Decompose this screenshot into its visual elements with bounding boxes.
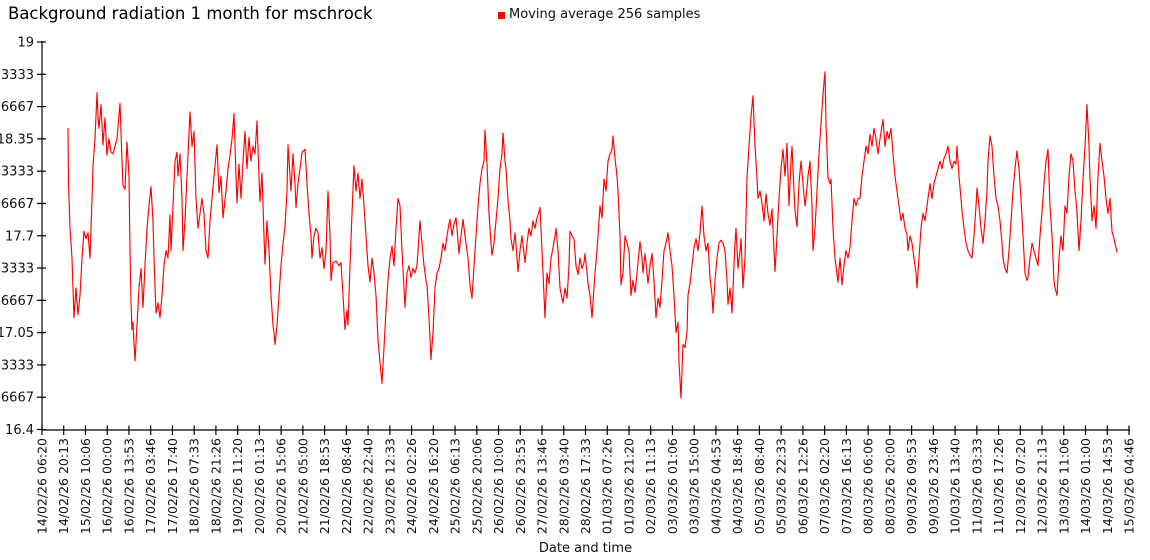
x-tick-label: 18/02/26 21:26 <box>208 438 223 534</box>
x-tick-label: 14/02/26 06:20 <box>35 438 50 534</box>
x-tick-label: 21/02/26 18:53 <box>317 438 332 534</box>
x-tick-label: 03/03/26 01:06 <box>665 438 680 534</box>
x-tick-label: 07/03/26 16:13 <box>839 438 854 534</box>
y-axis-ticks: 19 3333 6667 18.35 3333 6667 17.7 3333 6667 17.05… <box>0 36 46 438</box>
y-tick-label: 16.4 <box>5 423 34 438</box>
x-tick-label: 26/02/26 23:53 <box>513 438 528 534</box>
x-tick-label: 16/02/26 13:53 <box>121 438 136 534</box>
x-tick-label: 19/02/26 11:20 <box>230 438 245 534</box>
x-tick-label: 27/02/26 13:46 <box>535 438 550 534</box>
x-tick-label: 18/02/26 07:33 <box>187 438 202 534</box>
legend: Moving average 256 samples <box>498 7 700 22</box>
x-tick-label: 14/03/26 14:53 <box>1100 438 1115 534</box>
x-tick-label: 01/03/26 21:20 <box>621 438 636 534</box>
x-tick-label: 23/02/26 12:33 <box>382 438 397 534</box>
x-tick-label: 04/03/26 04:53 <box>708 438 723 534</box>
y-tick-label: 3333 <box>1 262 34 277</box>
x-tick-label: 08/03/26 20:00 <box>882 438 897 534</box>
x-axis-title: Date and time <box>538 541 633 556</box>
legend-marker-icon <box>498 12 505 19</box>
x-tick-label: 20/02/26 15:06 <box>274 438 289 534</box>
y-tick-label: 3333 <box>1 358 34 373</box>
x-tick-label: 11/03/26 17:26 <box>991 438 1006 534</box>
x-tick-label: 09/03/26 23:46 <box>926 438 941 534</box>
x-tick-label: 14/02/26 20:13 <box>56 438 71 534</box>
y-tick-label: 6667 <box>1 197 34 212</box>
x-tick-label: 07/03/26 02:20 <box>817 438 832 534</box>
y-tick-label: 3333 <box>1 68 34 83</box>
x-axis-ticks: 14/02/26 06:20 14/02/26 20:13 15/02/26 10:… <box>35 425 1137 534</box>
y-tick-label: 19 <box>17 36 34 51</box>
chart-title: Background radiation 1 month for mschroc… <box>8 4 373 23</box>
x-tick-label: 16/02/26 00:00 <box>100 438 115 534</box>
x-tick-label: 26/02/26 10:00 <box>491 438 506 534</box>
x-tick-label: 17/02/26 03:46 <box>143 438 158 534</box>
y-tick-label: 3333 <box>1 165 34 180</box>
y-tick-label: 17.05 <box>0 326 34 341</box>
moving-average-line <box>67 71 1118 399</box>
x-tick-label: 09/03/26 09:53 <box>904 438 919 534</box>
y-tick-label: 6667 <box>1 294 34 309</box>
y-tick-label: 6667 <box>1 391 34 406</box>
x-tick-label: 05/03/26 08:40 <box>752 438 767 534</box>
x-tick-label: 28/02/26 17:33 <box>578 438 593 534</box>
x-tick-label: 17/02/26 17:40 <box>165 438 180 534</box>
x-tick-label: 15/02/26 10:06 <box>78 438 93 534</box>
x-tick-label: 02/03/26 11:13 <box>643 438 658 534</box>
x-tick-label: 04/03/26 18:46 <box>730 438 745 534</box>
x-tick-label: 10/03/26 13:40 <box>948 438 963 534</box>
x-tick-label: 22/02/26 22:40 <box>361 438 376 534</box>
y-tick-label: 18.35 <box>0 132 34 147</box>
x-tick-label: 05/03/26 22:33 <box>774 438 789 534</box>
x-tick-label: 20/02/26 01:13 <box>252 438 267 534</box>
x-tick-label: 03/03/26 15:00 <box>687 438 702 534</box>
series-line <box>67 71 1118 399</box>
x-tick-label: 01/03/26 07:26 <box>600 438 615 534</box>
x-tick-label: 12/03/26 21:13 <box>1035 438 1050 534</box>
x-tick-label: 12/03/26 07:20 <box>1013 438 1028 534</box>
x-tick-label: 08/03/26 06:06 <box>861 438 876 534</box>
x-tick-label: 15/03/26 04:46 <box>1122 438 1137 534</box>
x-tick-label: 13/03/26 11:06 <box>1056 438 1071 534</box>
x-tick-label: 21/02/26 05:00 <box>295 438 310 534</box>
x-tick-label: 28/02/26 03:40 <box>556 438 571 534</box>
x-tick-label: 22/02/26 08:46 <box>339 438 354 534</box>
x-tick-label: 24/02/26 16:20 <box>426 438 441 534</box>
y-tick-label: 6667 <box>1 100 34 115</box>
legend-label: Moving average 256 samples <box>509 7 701 22</box>
x-tick-label: 14/03/26 01:00 <box>1078 438 1093 534</box>
x-tick-label: 11/03/26 03:33 <box>969 438 984 534</box>
x-tick-label: 25/02/26 06:13 <box>448 438 463 534</box>
y-tick-label: 17.7 <box>5 229 34 244</box>
x-tick-label: 06/03/26 12:26 <box>795 438 810 534</box>
x-tick-label: 25/02/26 20:06 <box>469 438 484 534</box>
x-tick-label: 24/02/26 02:26 <box>404 438 419 534</box>
